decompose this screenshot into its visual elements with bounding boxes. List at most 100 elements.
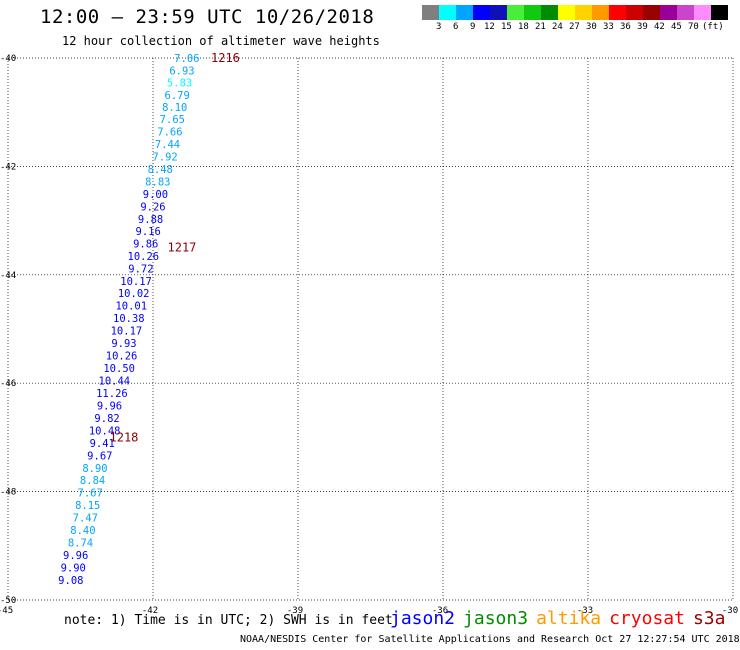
- y-tick-label: -50: [0, 596, 16, 606]
- color-legend: [422, 5, 728, 20]
- data-point-label: 9.67: [87, 450, 112, 462]
- legend-swatch: [473, 5, 490, 20]
- data-point-label: 10.01: [115, 301, 147, 313]
- legend-swatch: [490, 5, 507, 20]
- data-point-label: 9.26: [140, 202, 165, 214]
- data-point-label: 7.44: [155, 139, 180, 151]
- data-point-label: 9.96: [97, 400, 122, 412]
- legend-swatch: [677, 5, 694, 20]
- legend-label: 21: [535, 22, 546, 32]
- satellite-s3a: s3a: [692, 608, 726, 629]
- y-tick-label: -42: [0, 162, 16, 172]
- legend-label: 70: [688, 22, 699, 32]
- data-point-label: 7.66: [157, 127, 182, 139]
- legend-swatch: [507, 5, 524, 20]
- legend-label: 33: [603, 22, 614, 32]
- data-point-label: 7.65: [160, 114, 185, 126]
- data-point-label: 7.06: [174, 53, 199, 65]
- data-point-label: 8.90: [82, 463, 107, 475]
- data-point-label: 10.38: [113, 313, 145, 325]
- legend-label: 45: [671, 22, 682, 32]
- chart-subtitle: 12 hour collection of altimeter wave hei…: [62, 34, 380, 48]
- legend-swatch: [592, 5, 609, 20]
- data-point-label: 9.96: [63, 550, 88, 562]
- legend-swatch: [626, 5, 643, 20]
- data-point-label: 6.93: [169, 65, 194, 77]
- legend-label: 27: [569, 22, 580, 32]
- y-tick-label: -40: [0, 54, 16, 64]
- legend-swatch: [643, 5, 660, 20]
- data-point-label: 8.10: [162, 102, 187, 114]
- legend-label: 30: [586, 22, 597, 32]
- note-text: note: 1) Time is in UTC; 2) SWH is in fe…: [64, 613, 393, 628]
- data-point-label: 8.83: [145, 177, 170, 189]
- data-point-label: 7.47: [73, 513, 98, 525]
- data-point-label: 9.82: [94, 413, 119, 425]
- time-label: 1216: [211, 51, 240, 65]
- data-point-label: 5.83: [167, 77, 192, 89]
- legend-swatch: [439, 5, 456, 20]
- legend-swatch: [694, 5, 711, 20]
- legend-label: 9: [470, 22, 476, 32]
- legend-label: 3: [436, 22, 442, 32]
- legend-swatch: [711, 5, 728, 20]
- satellite-altika: altika: [536, 608, 602, 629]
- data-point-label: 8.74: [68, 538, 93, 550]
- satellite-legend: jason2 jason3 altika cryosat s3a: [390, 608, 733, 629]
- legend-label: 42: [654, 22, 665, 32]
- legend-label: 18: [518, 22, 529, 32]
- x-tick-label: -45: [0, 606, 13, 616]
- data-point-label: 10.48: [89, 425, 121, 437]
- legend-label: 6: [453, 22, 459, 32]
- legend-swatch: [660, 5, 677, 20]
- legend-swatch: [558, 5, 575, 20]
- data-point-label: 10.17: [120, 276, 152, 288]
- data-point-label: 7.92: [152, 152, 177, 164]
- data-point-label: 10.44: [99, 375, 131, 387]
- data-point-label: 8.84: [80, 475, 105, 487]
- chart-title: 12:00 – 23:59 UTC 10/26/2018: [40, 6, 375, 28]
- data-point-label: 9.86: [133, 238, 158, 250]
- data-point-label: 9.16: [136, 226, 161, 238]
- data-point-label: 9.88: [138, 214, 163, 226]
- x-tick-label: -39: [287, 606, 303, 616]
- data-point-label: 6.79: [165, 90, 190, 102]
- legend-label: 24: [552, 22, 563, 32]
- data-point-label: 10.02: [118, 288, 150, 300]
- time-label: 1217: [168, 241, 197, 255]
- footer-credit: NOAA/NESDIS Center for Satellite Applica…: [240, 634, 740, 645]
- data-point-label: 9.93: [111, 338, 136, 350]
- data-point-label: 8.40: [70, 525, 95, 537]
- legend-swatch: [609, 5, 626, 20]
- data-point-label: 9.41: [90, 438, 115, 450]
- time-label: 1218: [110, 430, 139, 444]
- y-tick-label: -44: [0, 271, 16, 281]
- satellite-jason3: jason3: [463, 608, 529, 629]
- data-point-label: 8.48: [148, 164, 173, 176]
- y-tick-label: -46: [0, 379, 16, 389]
- legend-swatch: [541, 5, 558, 20]
- legend-swatch: [524, 5, 541, 20]
- legend-label: 12: [484, 22, 495, 32]
- legend-swatch: [422, 5, 439, 20]
- x-tick-label: -42: [142, 606, 158, 616]
- data-point-label: 8.15: [75, 500, 100, 512]
- satellite-jason2: jason2: [390, 608, 456, 629]
- legend-label: (ft): [702, 22, 724, 32]
- data-point-label: 7.67: [78, 488, 103, 500]
- x-tick-label: -36: [432, 606, 448, 616]
- x-tick-label: -30: [722, 606, 738, 616]
- data-point-label: 10.26: [106, 351, 138, 363]
- legend-swatch: [456, 5, 473, 20]
- satellite-cryosat: cryosat: [609, 608, 685, 629]
- data-point-label: 9.90: [61, 562, 86, 574]
- data-point-label: 11.26: [96, 388, 128, 400]
- data-point-label: 10.50: [103, 363, 135, 375]
- legend-label: 15: [501, 22, 512, 32]
- x-tick-label: -33: [577, 606, 593, 616]
- data-point-label: 10.26: [128, 251, 160, 263]
- data-point-label: 9.72: [128, 263, 153, 275]
- data-point-label: 9.00: [143, 189, 168, 201]
